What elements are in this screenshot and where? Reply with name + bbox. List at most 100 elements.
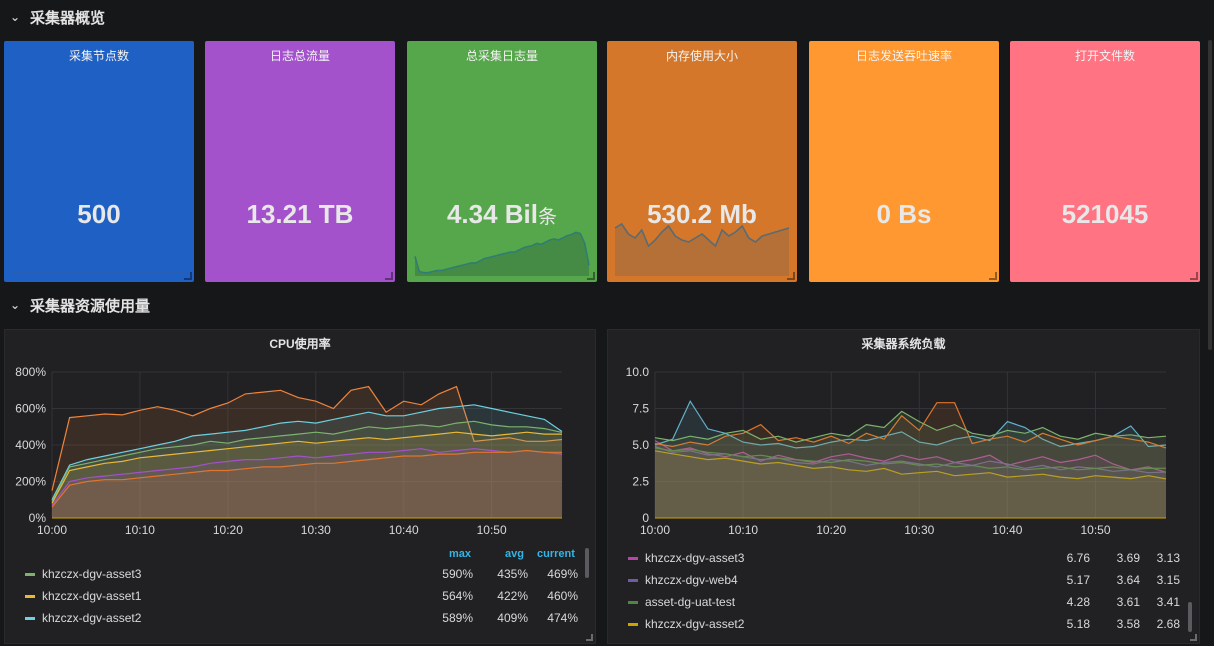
sparkline-memory [614, 222, 790, 276]
y-tick-label: 400% [15, 438, 46, 452]
stat-panel-nodes[interactable]: 采集节点数 500 [4, 41, 194, 282]
cpu-usage-panel[interactable]: CPU使用率 0% 200% 400% 600% 800% 10:00 10:10 10:20… [4, 329, 596, 644]
y-tick-label: 600% [15, 402, 46, 416]
sparkline-flat [12, 271, 186, 273]
sparkline-line [414, 231, 590, 274]
stat-panel-log-count[interactable]: 总采集日志量 4.34 Bil条 [407, 41, 597, 282]
series-line [654, 399, 1167, 449]
resize-handle[interactable] [989, 272, 997, 280]
series-area [655, 446, 1166, 518]
stat-panel-throughput[interactable]: 日志发送吞吐速率 0 Bs [809, 41, 999, 282]
series-avg: 409% [497, 611, 528, 625]
resize-handle[interactable] [587, 272, 595, 280]
x-tick-label: 10:00 [640, 523, 670, 537]
x-tick-label: 10:30 [904, 523, 934, 537]
chevron-down-icon[interactable]: ⌄ [9, 10, 21, 24]
legend-item[interactable]: khzczx-dgv-asset3 6.76 3.69 3.13 [628, 547, 1188, 569]
row-title: 采集器资源使用量 [30, 297, 151, 315]
series-avg: 3.64 [1116, 573, 1140, 587]
series-current: 2.68 [1156, 617, 1180, 631]
stat-value: 530.2 Mb [647, 199, 757, 229]
series-avg: 3.61 [1116, 595, 1140, 609]
series-current: 3.15 [1156, 573, 1180, 587]
series-area [655, 411, 1166, 518]
series-area [52, 450, 562, 518]
series-line [654, 402, 1167, 449]
row-header-overview[interactable]: ⌄ 采集器概览 [0, 2, 105, 32]
legend-scrollbar[interactable] [1188, 602, 1192, 632]
cpu-graph: 0% 200% 400% 600% 800% 10:00 10:10 10:20 10:30 10… [15, 365, 563, 537]
legend-item[interactable]: khzczx-dgv-asset2 589% 409% 474% [25, 607, 585, 629]
legend-item[interactable]: khzczx-dgv-asset1 564% 422% 460% [25, 585, 585, 607]
stat-title: 打开文件数 [1074, 49, 1135, 63]
series-max: 5.18 [1066, 617, 1090, 631]
series-avg: 3.69 [1116, 551, 1140, 565]
legend-item[interactable]: asset-dg-uat-test 4.28 3.61 3.41 [628, 591, 1188, 613]
sparkline-line [614, 222, 790, 248]
series-max: 6.76 [1066, 551, 1090, 565]
legend-header-current[interactable]: current [537, 548, 575, 560]
resize-handle[interactable] [1190, 634, 1197, 641]
legend-header-avg[interactable]: avg [505, 548, 524, 560]
resize-handle[interactable] [586, 634, 593, 641]
system-load-panel[interactable]: 采集器系统负载 0 2.5 5.0 7.5 10.0 10:00 10:10 10:20 10:… [607, 329, 1200, 644]
series-name: khzczx-dgv-asset3 [42, 567, 142, 581]
series-color-swatch [628, 600, 638, 604]
load-legend: khzczx-dgv-asset3 6.76 3.69 3.13 khzczx-… [628, 547, 1188, 639]
series-name: khzczx-dgv-asset2 [42, 611, 142, 625]
chevron-down-icon[interactable]: ⌄ [9, 298, 21, 312]
series-color-swatch [628, 578, 638, 582]
series-current: 3.13 [1156, 551, 1180, 565]
series-line [51, 404, 563, 501]
legend-scrollbar[interactable] [585, 548, 589, 578]
series-current: 460% [547, 589, 578, 603]
x-tick-label: 10:30 [301, 523, 331, 537]
y-tick-label: 800% [15, 365, 46, 379]
series-area [655, 447, 1166, 518]
x-tick-label: 10:50 [1081, 523, 1111, 537]
stat-panel-memory[interactable]: 内存使用大小 530.2 Mb [607, 41, 797, 282]
legend-item[interactable]: khzczx-dgv-asset2 5.18 3.58 2.68 [628, 613, 1188, 635]
series-color-swatch [628, 556, 638, 560]
y-tick-label: 10.0 [626, 365, 650, 379]
stat-title: 日志总流量 [269, 49, 330, 63]
sparkline-area [415, 232, 589, 276]
series-area [655, 440, 1166, 518]
series-max: 564% [442, 589, 473, 603]
resize-handle[interactable] [1190, 272, 1198, 280]
series-area [52, 421, 562, 518]
series-name: khzczx-dgv-web4 [645, 573, 738, 587]
y-tick-label: 200% [15, 475, 46, 489]
x-tick-label: 10:20 [816, 523, 846, 537]
resize-handle[interactable] [787, 272, 795, 280]
resize-handle[interactable] [385, 272, 393, 280]
y-tick-label: 0 [642, 511, 649, 525]
series-name: khzczx-dgv-asset1 [42, 589, 142, 603]
stat-value: 500 [77, 199, 121, 229]
stat-title: 日志发送吞吐速率 [855, 49, 952, 63]
x-tick-label: 10:20 [213, 523, 243, 537]
panel-title[interactable]: 采集器系统负载 [861, 337, 946, 351]
x-tick-label: 10:10 [125, 523, 155, 537]
panel-title[interactable]: CPU使用率 [269, 337, 331, 351]
series-current: 469% [547, 567, 578, 581]
resize-handle[interactable] [184, 272, 192, 280]
series-line [51, 448, 563, 506]
y-tick-label: 7.5 [632, 402, 649, 416]
stat-panel-log-traffic[interactable]: 日志总流量 13.21 TB [205, 41, 395, 282]
row-header-resources[interactable]: ⌄ 采集器资源使用量 [0, 290, 150, 320]
series-area [655, 450, 1166, 518]
series-current: 3.41 [1156, 595, 1180, 609]
y-tick-label: 2.5 [632, 475, 649, 489]
series-name: asset-dg-uat-test [645, 595, 736, 609]
legend-item[interactable]: khzczx-dgv-asset3 590% 435% 469% [25, 563, 585, 585]
series-line [654, 440, 1167, 473]
legend-item[interactable]: khzczx-dgv-web4 5.17 3.64 3.15 [628, 569, 1188, 591]
page-scrollbar[interactable] [1208, 40, 1212, 350]
stat-panel-open-files[interactable]: 打开文件数 521045 [1010, 41, 1200, 282]
series-line [51, 431, 562, 504]
series-area [52, 448, 562, 518]
legend-header-max[interactable]: max [449, 548, 472, 560]
series-max: 5.17 [1066, 573, 1090, 587]
stat-title: 采集节点数 [68, 49, 129, 63]
